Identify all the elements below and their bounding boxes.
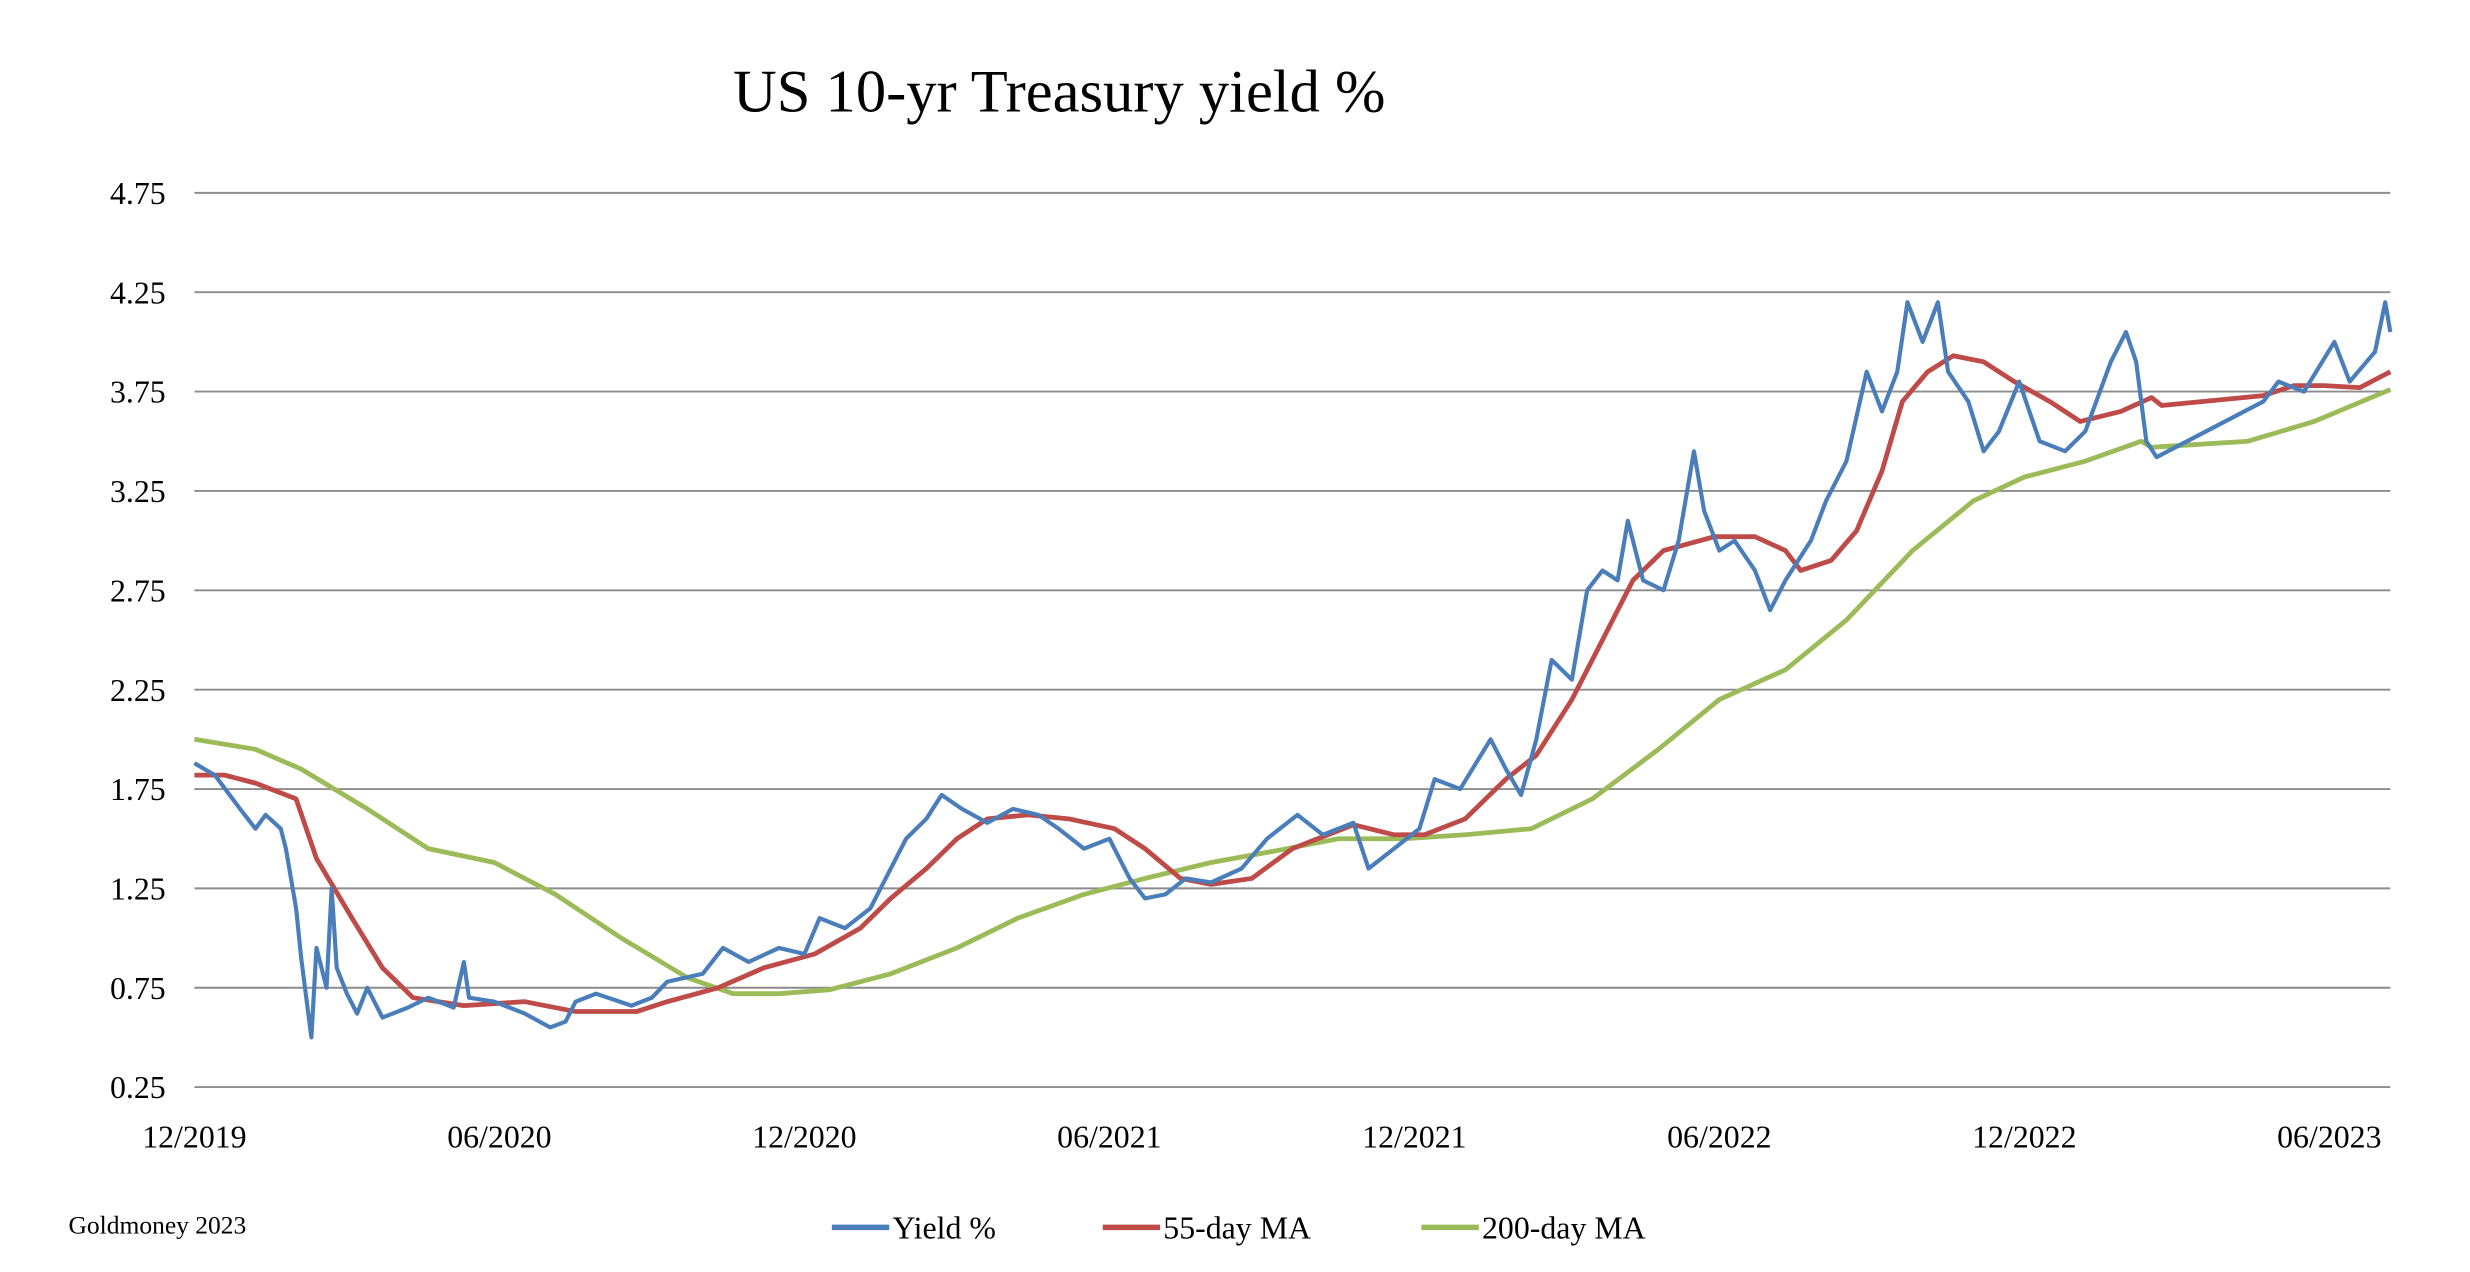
series-line-yield (193, 300, 2393, 1040)
y-tick-label: 0.25 (110, 1070, 166, 1105)
y-axis-ticks: 0.25 0.75 1.25 1.75 2.25 2.75 3.25 3.75 4.25 4.75 (110, 176, 166, 1105)
x-tick-label: 12/2022 (1972, 1120, 2076, 1155)
y-tick-label: 3.75 (110, 375, 166, 410)
y-tick-label: 1.75 (110, 772, 166, 807)
x-axis-ticks: 12/2019 06/2020 12/2020 06/2021 12/2021 06/20… (142, 1120, 2381, 1155)
series-line-200-day-ma (194, 387, 2392, 997)
x-tick-label: 12/2020 (752, 1120, 856, 1155)
legend-label: Yield % (892, 1211, 996, 1246)
legend-item: 55-day MA (1102, 1211, 1311, 1246)
source-label: Goldmoney 2023 (69, 1211, 247, 1240)
legend-label: 55-day MA (1163, 1211, 1311, 1246)
series-line-55-day-ma (194, 353, 2392, 1014)
y-tick-label: 4.75 (110, 176, 166, 211)
gridlines (194, 191, 2391, 1089)
legend-item: Yield % (831, 1211, 996, 1246)
x-tick-label: 06/2023 (2277, 1120, 2381, 1155)
y-tick-label: 4.25 (110, 275, 166, 310)
x-tick-label: 06/2022 (1667, 1120, 1771, 1155)
x-tick-label: 06/2020 (447, 1120, 551, 1155)
x-tick-label: 12/2019 (142, 1120, 246, 1155)
y-tick-label: 1.25 (110, 872, 166, 907)
chart-title: US 10-yr Treasury yield % (733, 59, 1385, 126)
y-tick-label: 2.75 (110, 573, 166, 608)
series-lines (193, 300, 2393, 1040)
y-tick-label: 3.25 (110, 474, 166, 509)
y-tick-label: 2.25 (110, 673, 166, 708)
legend-item: 200-day MA (1421, 1211, 1646, 1246)
x-tick-label: 06/2021 (1057, 1120, 1161, 1155)
y-tick-label: 0.75 (110, 971, 166, 1006)
x-tick-label: 12/2021 (1362, 1120, 1466, 1155)
legend-label: 200-day MA (1482, 1211, 1646, 1246)
legend: Yield % 55-day MA 200-day MA (831, 1211, 1646, 1246)
